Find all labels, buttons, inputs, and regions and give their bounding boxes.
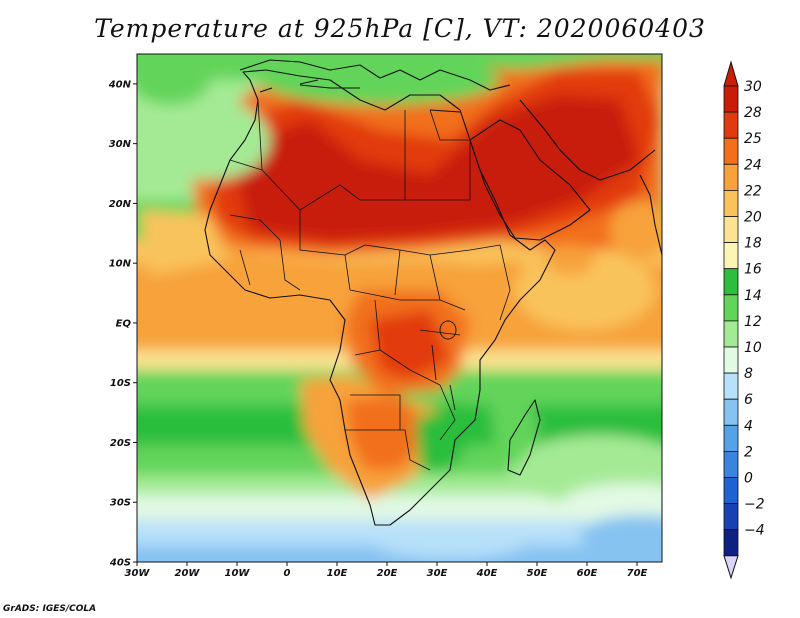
colorbar-swatch xyxy=(723,85,739,113)
lat-tick-label: 30N xyxy=(109,139,132,150)
colorbar-label: 28 xyxy=(744,105,762,121)
lon-tick-label: 70E xyxy=(627,568,648,579)
lon-tick-label: 50E xyxy=(527,568,548,579)
map-title: Temperature at 925hPa [C], VT: 202006040… xyxy=(94,14,706,43)
colorbar-swatch xyxy=(723,163,739,191)
colorbar-swatch xyxy=(723,503,739,531)
latitude-axis: 40N 30N 20N 10N EQ 10S 20S 30S 40S xyxy=(108,79,137,569)
colorbar-label: 20 xyxy=(744,210,762,226)
colorbar-label: 22 xyxy=(744,183,762,199)
longitude-axis: 30W 20W 10W 0 10E 20E 30E 40E 50E 60E 70E xyxy=(125,562,648,579)
colorbar-swatch xyxy=(723,111,739,139)
colorbar-label: 0 xyxy=(744,471,753,487)
lon-tick-label: 20E xyxy=(377,568,398,579)
colorbar-swatch xyxy=(723,424,739,452)
colorbar-label: 30 xyxy=(744,79,762,95)
lon-tick-label: 20W xyxy=(175,568,201,579)
temperature-field xyxy=(137,54,662,562)
colorbar-top-cap xyxy=(723,60,739,87)
colorbar-swatch xyxy=(723,137,739,165)
colorbar-label: 12 xyxy=(744,314,762,330)
colorbar-label: 10 xyxy=(744,340,762,356)
lakes xyxy=(299,84,457,411)
colorbar-label: 24 xyxy=(744,157,762,173)
lon-tick-label: 30W xyxy=(125,568,151,579)
lat-tick-label: 30S xyxy=(110,498,131,509)
credit-text: GrADS: IGES/COLA xyxy=(3,604,97,614)
colorbar-swatch xyxy=(723,477,739,505)
lat-tick-label: 20N xyxy=(109,199,132,210)
colorbar-swatch xyxy=(723,398,739,426)
colorbar-swatch xyxy=(723,320,739,348)
lat-tick-label: 40N xyxy=(108,79,132,90)
colorbar-swatch xyxy=(723,216,739,244)
lon-tick-label: 60E xyxy=(577,568,598,579)
map-frame xyxy=(136,53,663,563)
colorbar-label: 2 xyxy=(744,444,753,460)
colorbar-bottom-cap xyxy=(723,555,739,580)
colorbar-swatch xyxy=(723,450,739,478)
colorbar-label: 8 xyxy=(744,366,753,382)
coastlines xyxy=(204,59,662,526)
colorbar-label: 14 xyxy=(744,288,762,304)
colorbar-swatch xyxy=(723,529,739,557)
colorbar-swatch xyxy=(723,294,739,322)
lon-tick-label: 40E xyxy=(476,568,498,579)
colorbar-swatch xyxy=(723,189,739,217)
lon-tick-label: 10W xyxy=(225,568,251,579)
lon-tick-label: 30E xyxy=(427,568,448,579)
colorbar-label: 18 xyxy=(744,236,762,252)
lon-tick-label: 10E xyxy=(327,568,348,579)
colorbar-label: 25 xyxy=(744,131,762,147)
lat-tick-label: 20S xyxy=(110,438,131,449)
colorbar-label: −2 xyxy=(744,497,765,513)
colorbar-swatch xyxy=(723,372,739,400)
colorbar-swatch xyxy=(723,268,739,296)
colorbar-swatch xyxy=(723,346,739,374)
colorbar-label: 6 xyxy=(744,392,753,408)
colorbar-label: 4 xyxy=(744,418,753,434)
lat-tick-label: 40S xyxy=(109,558,131,569)
colorbar-swatch xyxy=(723,242,739,270)
colorbar-label: −4 xyxy=(744,523,765,539)
lat-tick-label: 10S xyxy=(110,378,131,389)
lat-tick-label: EQ xyxy=(116,318,132,329)
colorbar-label: 16 xyxy=(744,262,762,278)
country-borders xyxy=(229,99,511,471)
lon-tick-label: 0 xyxy=(284,568,291,579)
lat-tick-label: 10N xyxy=(109,259,132,270)
